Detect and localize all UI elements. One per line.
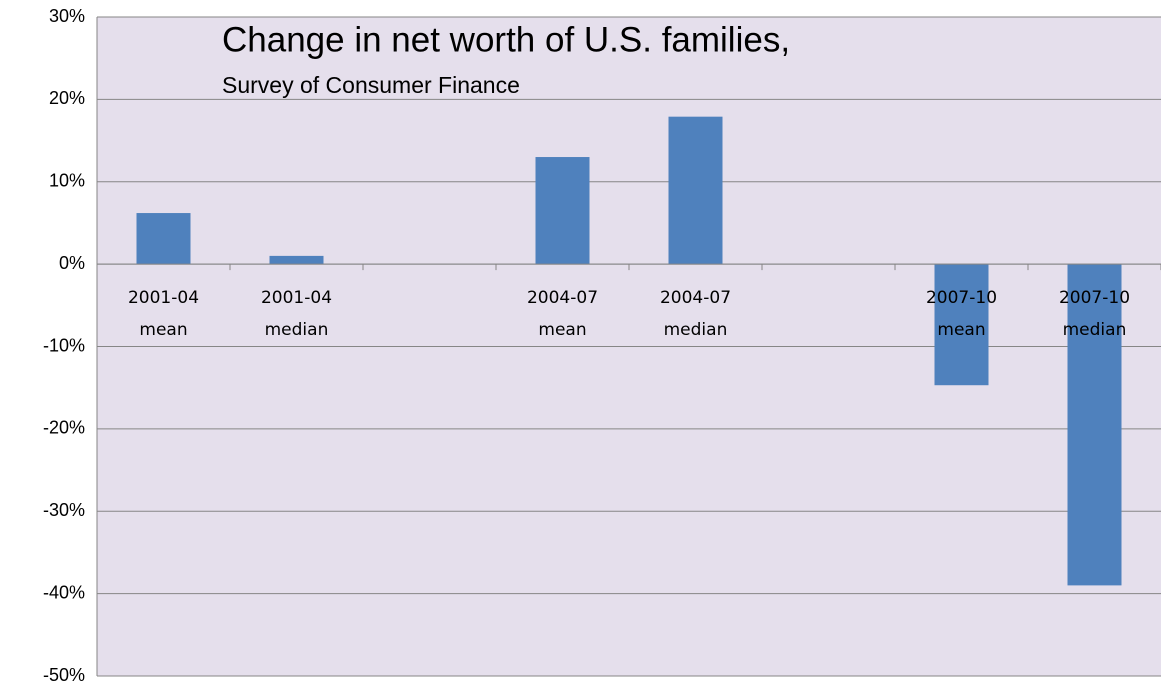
bar	[136, 213, 191, 265]
bar	[1067, 264, 1122, 586]
x-tick-label: 2007-10 mean	[925, 288, 998, 341]
bar	[269, 255, 324, 265]
y-tick-label: -20%	[43, 418, 85, 438]
y-tick-label: -10%	[43, 335, 85, 355]
x-tick-label: 2004-07 median	[659, 288, 732, 341]
x-tick-label: 2004-07 mean	[526, 288, 599, 341]
y-tick-label: 30%	[49, 6, 85, 26]
chart-subtitle: Survey of Consumer Finance	[222, 72, 520, 98]
y-tick-label: 20%	[49, 88, 85, 108]
x-tick-label: 2007-10 median	[1058, 288, 1131, 341]
y-tick-label: -50%	[43, 665, 85, 685]
y-tick-label: -40%	[43, 582, 85, 602]
bar	[535, 157, 590, 265]
bar	[934, 264, 989, 386]
bar	[668, 116, 723, 265]
y-tick-label: 10%	[49, 171, 85, 191]
y-tick-label: -30%	[43, 500, 85, 520]
y-tick-label: 0%	[59, 253, 85, 273]
x-tick-label: 2001-04 median	[260, 288, 333, 341]
x-tick-label: 2001-04 mean	[127, 288, 200, 341]
chart-title: Change in net worth of U.S. families,	[222, 20, 790, 59]
